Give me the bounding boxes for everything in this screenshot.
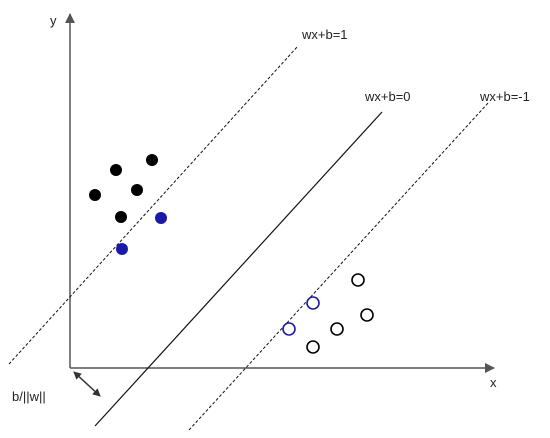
negative-margin-line	[188, 101, 490, 431]
positive-support-vector	[116, 243, 128, 255]
negative-point	[360, 308, 374, 322]
y-axis-label: y	[50, 13, 57, 28]
offset-label: b/||w||	[12, 389, 46, 404]
positive-point	[115, 211, 127, 223]
positive-point	[89, 189, 101, 201]
negative-point	[351, 273, 365, 287]
positive-point	[131, 184, 143, 196]
negative-support-vector	[282, 322, 296, 336]
positive-margin-label: wx+b=1	[301, 27, 348, 42]
decision-boundary-label: wx+b=0	[364, 89, 411, 104]
negative-point	[306, 340, 320, 354]
offset-arrow	[73, 371, 101, 397]
positive-point	[146, 154, 158, 166]
negative-margin-label: wx+b=-1	[479, 89, 530, 104]
positive-point	[110, 164, 122, 176]
negative-point	[330, 322, 344, 336]
decision-boundary-line	[94, 111, 383, 427]
x-axis-label: x	[490, 375, 497, 390]
negative-support-vector	[306, 296, 320, 310]
positive-margin-line	[8, 45, 299, 365]
positive-support-vector	[155, 212, 167, 224]
